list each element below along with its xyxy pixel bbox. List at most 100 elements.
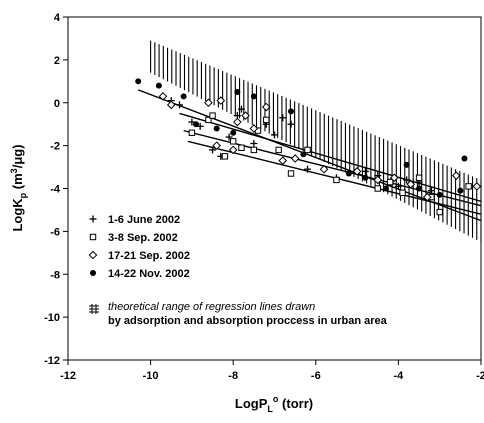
data-point-series-4 [213,125,220,132]
data-point-series-2 [415,174,423,181]
theoretical-range-band [150,40,482,243]
data-point-series-4 [362,174,369,181]
data-point-series-3 [216,96,226,105]
y-tick-label: 4 [54,12,61,24]
data-point-series-1 [237,105,245,113]
legend-label-4: 14-22 Nov. 2002 [108,268,190,280]
band-annotation-line-2: by adsorption and absorption proccess in… [108,315,388,327]
data-point-series-1 [394,182,402,190]
data-point-series-3 [204,98,213,108]
data-point-series-4 [288,108,295,115]
data-point-series-1 [287,120,295,128]
data-point-series-2 [263,116,270,124]
data-point-series-1 [271,131,278,139]
y-tick-label: -12 [44,355,60,367]
data-point-series-2 [386,178,394,186]
data-point-series-3 [249,124,259,133]
data-point-series-1 [279,114,287,122]
data-point-series-4 [436,191,443,198]
x-tick-label: -2 [476,370,484,382]
data-point-series-3 [212,141,221,150]
y-tick-label: 0 [54,98,60,110]
data-point-series-3 [278,156,288,165]
data-point-series-2 [221,153,229,160]
data-point-series-3 [233,117,242,127]
x-tick-label: -12 [60,370,76,382]
data-point-series-3 [406,179,416,189]
data-point-series-1 [304,165,312,173]
y-tick-label: -4 [50,184,61,196]
data-point-series-4 [155,82,162,89]
data-point-series-2 [465,183,472,190]
regression-line-1 [179,112,482,203]
y-tick-label: -8 [50,269,60,281]
data-point-series-4 [300,151,307,158]
regression-line-4 [137,89,482,222]
data-point-series-2 [209,112,216,119]
data-point-series-3 [261,102,271,112]
data-point-series-3 [166,100,176,110]
data-point-series-4 [416,185,423,192]
data-point-series-3 [228,145,238,155]
data-point-series-2 [238,144,245,151]
legend-marker-1 [89,215,97,223]
data-point-series-2 [399,189,406,196]
data-point-series-4 [193,121,200,128]
data-point-series-3 [423,192,432,202]
band-annotation: theoretical range of regression lines dr… [89,301,388,327]
data-point-series-2 [436,208,443,216]
band-legend-swatch [89,304,99,314]
x-axis-label: LogPLo (torr) [235,394,313,414]
data-point-series-3 [352,167,362,176]
data-point-series-2 [188,129,196,136]
legend-label-2: 3-8 Sep. 2002 [108,232,178,244]
data-point-series-2 [205,116,212,124]
data-point-series-1 [176,101,184,109]
data-point-series-3 [451,171,461,180]
axis-ticks: -12 -10 -8 -6 -4 -2 -12 -10 -8 -6 -4 -2 0 2 4 [44,12,484,382]
data-point-series-3 [290,154,300,163]
data-point-series-4 [457,187,464,194]
data-point-series-3 [319,164,329,174]
legend-markers [88,215,98,276]
data-point-series-2 [374,185,381,192]
y-tick-label: 2 [54,55,60,67]
data-point-series-1 [250,139,258,147]
data-point-series-3 [158,92,168,101]
x-tick-label: -10 [143,370,159,382]
legend-marker-4 [90,270,96,276]
data-point-series-4 [230,129,237,136]
data-point-series-3 [241,111,250,120]
data-point-series-2 [287,170,295,177]
data-point-series-1 [403,176,411,184]
y-tick-label: -10 [44,312,60,324]
x-tick-label: -4 [394,370,405,382]
legend-label-3: 17-21 Sep. 2002 [108,250,190,262]
data-point-series-1 [361,167,369,175]
y-tick-label: -6 [50,226,60,238]
y-axis-label: LogKp (m3/μg) [9,144,28,231]
legend-marker-3 [88,250,98,260]
data-point-series-3 [389,173,399,183]
data-point-series-1 [209,146,217,154]
legend-label-1: 1-6 June 2002 [108,214,180,226]
data-point-series-4 [135,78,142,85]
data-point-series-4 [383,185,390,192]
x-tick-label: -6 [311,370,321,382]
data-point-series-2 [333,176,340,184]
data-point-series-2 [230,138,237,145]
legend: 1-6 June 2002 3-8 Sep. 2002 17-21 Sep. 2… [88,214,190,280]
data-point-series-2 [304,146,311,154]
band-annotation-line-1: theoretical range of regression lines dr… [108,301,315,313]
data-point-series-4 [461,155,468,162]
data-point-series-3 [373,175,383,185]
data-point-series-3 [472,182,482,191]
data-point-series-4 [180,93,187,100]
data-point-series-2 [250,146,258,154]
data-point-series-4 [234,89,241,96]
regression-lines [137,89,482,222]
data-point-series-4 [345,170,352,177]
data-point-series-2 [275,146,282,154]
y-tick-label: -2 [50,141,60,153]
